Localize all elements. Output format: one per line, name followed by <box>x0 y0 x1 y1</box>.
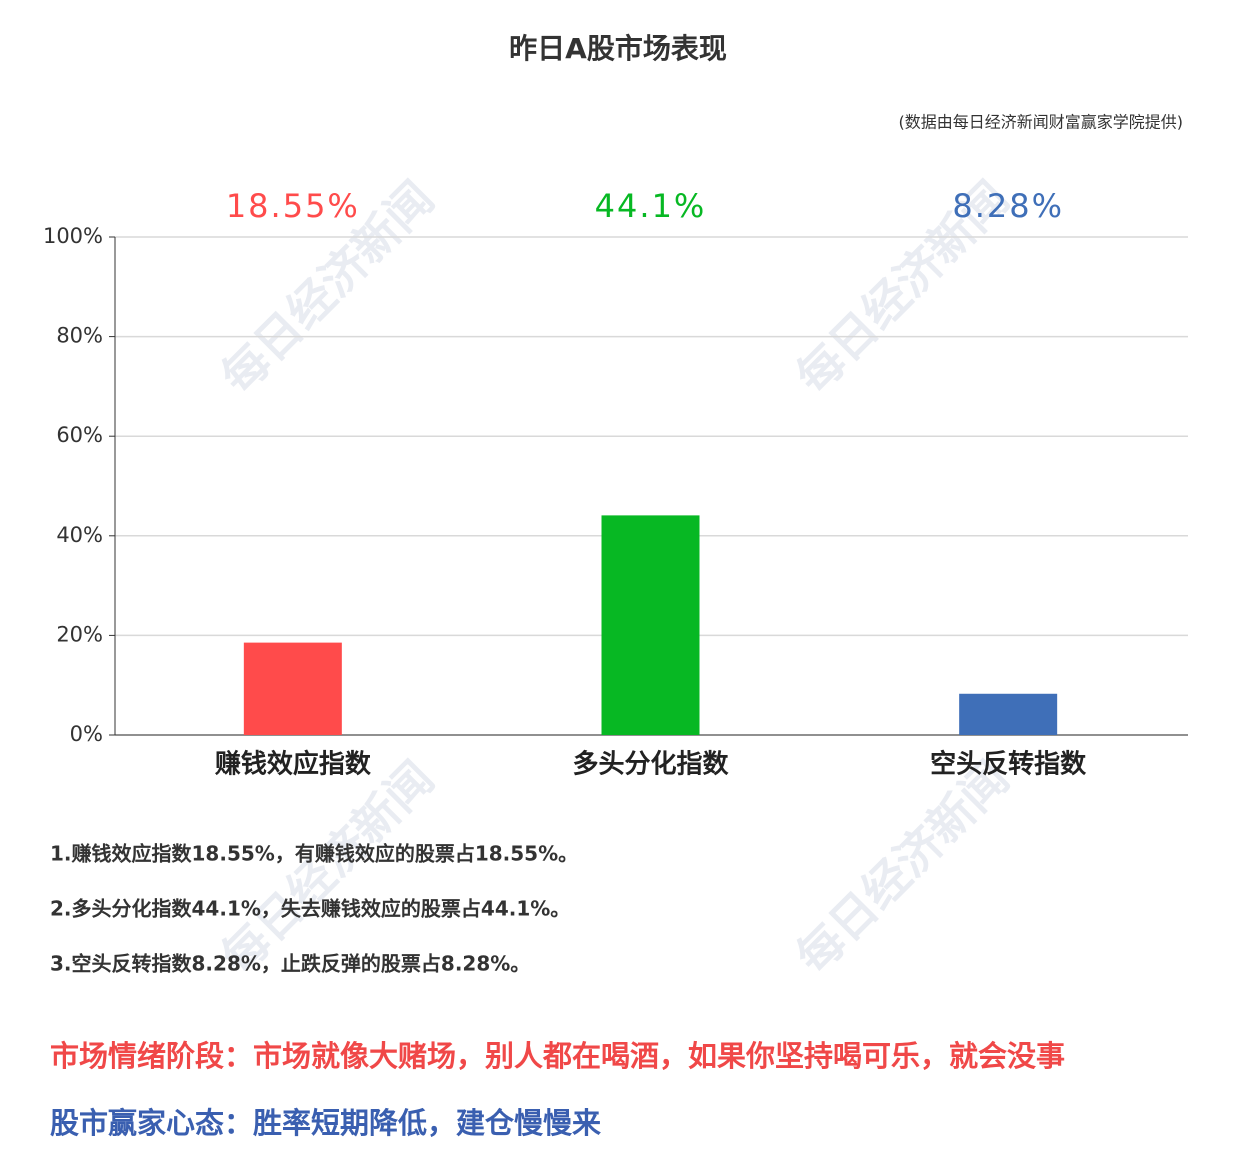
y-tick-label: 0% <box>70 722 103 746</box>
y-tick-label: 80% <box>56 324 103 348</box>
footer-mood: 市场情绪阶段：市场就像大赌场，别人都在喝酒，如果你坚持喝可乐，就会没事 <box>50 1039 1065 1073</box>
y-tick-label: 100% <box>43 224 103 248</box>
y-tick-label: 40% <box>56 523 103 547</box>
x-tick-label: 空头反转指数 <box>930 749 1087 780</box>
y-tick-label: 60% <box>56 423 103 447</box>
value-label: 18.55% <box>226 187 360 225</box>
note: 2.多头分化指数44.1%，失去赚钱效应的股票占44.1%。 <box>50 897 570 921</box>
bar <box>601 515 700 735</box>
note: 1.赚钱效应指数18.55%，有赚钱效应的股票占18.55%。 <box>50 842 578 866</box>
bar <box>243 642 342 735</box>
bar <box>959 693 1058 735</box>
chart-title: 昨日A股市场表现 <box>509 32 727 65</box>
x-tick-label: 多头分化指数 <box>572 750 729 780</box>
watermark: 每日经济新闻 <box>786 751 1019 984</box>
note: 3.空头反转指数8.28%，止跌反弹的股票占8.28%。 <box>50 952 530 976</box>
y-tick-label: 20% <box>56 622 103 646</box>
source-note: (数据由每日经济新闻财富赢家学院提供) <box>899 113 1184 132</box>
x-tick-label: 赚钱效应指数 <box>215 749 372 780</box>
value-label: 8.28% <box>952 187 1064 225</box>
watermark: 每日经济新闻 <box>211 751 444 984</box>
footer-attitude: 股市赢家心态：胜率短期降低，建仓慢慢来 <box>50 1106 601 1140</box>
value-label: 44.1% <box>595 187 707 225</box>
